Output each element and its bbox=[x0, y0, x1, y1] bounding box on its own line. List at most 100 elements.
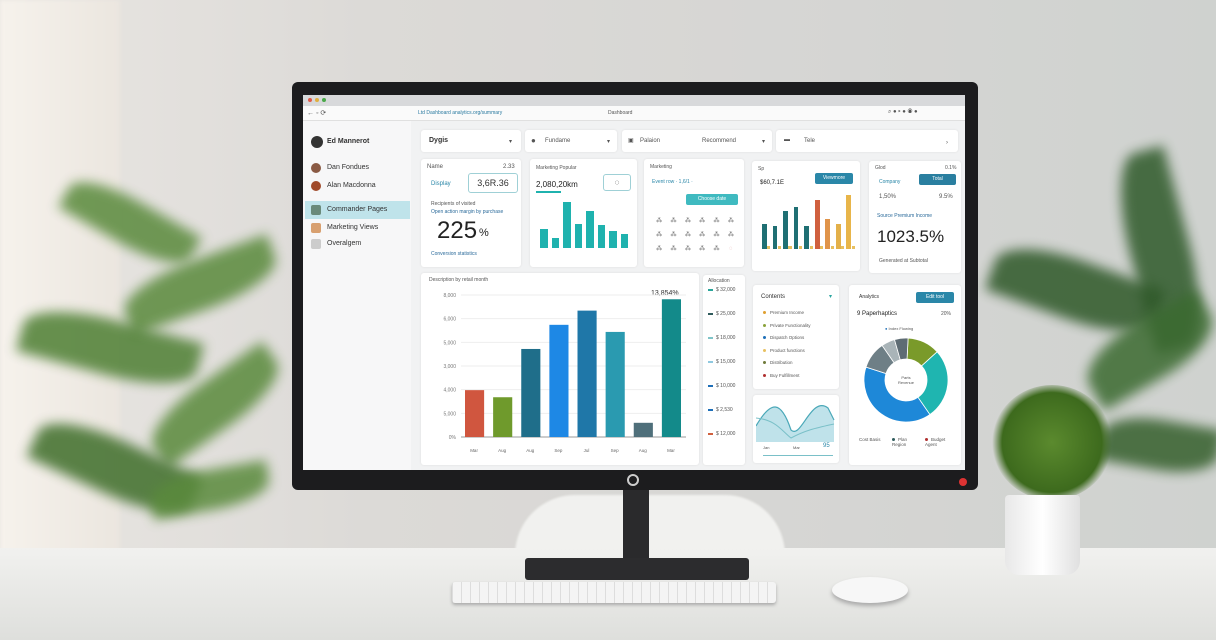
chevron-right-icon: › bbox=[946, 140, 948, 146]
donut-slice[interactable] bbox=[863, 366, 931, 423]
sidebar-item-3[interactable]: Marketing Views bbox=[305, 219, 410, 237]
contents-label: Distribution bbox=[770, 360, 793, 365]
y-tick-label: 6,000 bbox=[443, 317, 456, 323]
bar[interactable] bbox=[465, 390, 485, 437]
card-value: 2,080,20km bbox=[536, 180, 578, 189]
chevron-down-icon[interactable]: ▾ bbox=[829, 294, 833, 300]
contents-item[interactable]: Dispatch Options bbox=[763, 335, 804, 340]
calendar-day[interactable]: ⁂ bbox=[670, 232, 677, 238]
legend-dot-icon: ● bbox=[885, 326, 889, 331]
area-line-1 bbox=[756, 405, 835, 433]
calendar-day[interactable]: ⁂ bbox=[699, 246, 706, 252]
card-label: Display bbox=[431, 181, 451, 187]
calendar-day[interactable]: ⁂ bbox=[670, 218, 677, 224]
calendar-day[interactable]: ⁂ bbox=[656, 218, 663, 224]
card-title: Marketing Popular bbox=[536, 165, 577, 171]
calendar-day[interactable]: ⁂ bbox=[727, 218, 734, 224]
tab-label[interactable]: Dashboard bbox=[608, 110, 633, 116]
close-window-icon[interactable] bbox=[308, 98, 312, 102]
minimize-window-icon[interactable] bbox=[315, 98, 319, 102]
bar[interactable] bbox=[605, 331, 625, 437]
contents-card: Contents ▾ Premium Income Private Functio… bbox=[753, 285, 839, 389]
bar[interactable] bbox=[661, 299, 681, 437]
bar[interactable] bbox=[633, 422, 653, 437]
card-title: Marketing bbox=[650, 164, 672, 170]
mini-bar bbox=[574, 224, 582, 248]
kpi-bar-small bbox=[851, 246, 855, 249]
y-tick-label: 3,000 bbox=[443, 364, 456, 370]
contents-item[interactable]: Premium Income bbox=[763, 310, 804, 315]
search-icon[interactable]: ⌕ ● ▸ ● ◉ ● bbox=[888, 109, 918, 115]
power-indicator-icon[interactable] bbox=[959, 478, 967, 486]
legend-swatch bbox=[708, 408, 713, 411]
calendar-grid: ⁂ ⁂ ⁂ ⁂ ⁂ ⁂ ⁂ ⁂ ⁂ ⁂ ⁂ ⁂ ⁂ ⁂ ⁂ ⁂ ⁂ ◌ bbox=[652, 214, 738, 256]
metric-value-1: 1,50% bbox=[879, 194, 897, 200]
calendar-day[interactable]: ⁂ bbox=[699, 218, 706, 224]
legend-top: ● Index Flowing bbox=[885, 326, 913, 331]
monitor-base bbox=[525, 558, 749, 580]
filter-dropdown-2[interactable]: ● Fundame ▾ bbox=[525, 130, 617, 152]
donut-slice[interactable] bbox=[894, 337, 909, 361]
calendar-day[interactable]: ⁂ bbox=[713, 246, 720, 252]
calendar-day[interactable]: ⁂ bbox=[699, 232, 706, 238]
maximize-window-icon[interactable] bbox=[322, 98, 326, 102]
bullet-icon bbox=[763, 361, 766, 365]
address-bar-row: ← ◦ ⟳ Ltd Dashboard analytics.org/summar… bbox=[303, 106, 965, 121]
bar[interactable] bbox=[493, 397, 513, 437]
filter-dropdown-3[interactable]: ▣ Palaion Recommend ▾ bbox=[622, 130, 772, 152]
total-button[interactable]: Total bbox=[919, 174, 956, 185]
sidebar-user[interactable]: Ed Mannerot bbox=[305, 133, 410, 151]
plant-pot bbox=[1005, 495, 1080, 575]
card-title: Sp bbox=[758, 166, 765, 172]
back-icon[interactable]: ← ◦ ⟳ bbox=[307, 110, 327, 117]
kpi-bars-card: Sp $60,7.1E Viewmore bbox=[752, 161, 860, 271]
bar[interactable] bbox=[521, 348, 541, 437]
legend-item: $ 2,530 bbox=[708, 407, 733, 413]
calendar-day[interactable]: ⁂ bbox=[670, 246, 677, 252]
refresh-button[interactable]: ◌ bbox=[603, 174, 631, 191]
filter-dropdown-4[interactable]: ▬ Tele › bbox=[776, 130, 958, 152]
sidebar-item-2[interactable]: Commander Pages bbox=[305, 201, 410, 219]
legend-item: $ 15,000 bbox=[708, 359, 735, 365]
view-more-button[interactable]: Viewmore bbox=[815, 173, 853, 184]
contents-label: Product functions bbox=[770, 347, 805, 353]
legend-swatch bbox=[708, 360, 713, 363]
choose-date-button[interactable]: Choose date bbox=[686, 194, 738, 205]
filter-dropdown-1[interactable]: Dygis ▾ bbox=[421, 130, 521, 152]
calendar-day[interactable]: ⁂ bbox=[713, 232, 720, 238]
card-subtitle: Recipients of visited bbox=[431, 201, 476, 207]
keyboard[interactable] bbox=[452, 582, 776, 603]
sidebar-item-0[interactable]: Dan Fondues bbox=[305, 159, 410, 177]
calendar-day[interactable]: ⁂ bbox=[727, 232, 734, 238]
chevron-down-icon: ▾ bbox=[607, 139, 611, 145]
sidebar-item-4[interactable]: Overalgem bbox=[305, 235, 410, 253]
calendar-day[interactable]: ⁂ bbox=[656, 246, 663, 252]
mouse[interactable] bbox=[832, 577, 908, 603]
sidebar-item-1[interactable]: Alan Macdonna bbox=[305, 177, 410, 195]
legend-label: $ 32,000 bbox=[716, 287, 736, 293]
calendar-day[interactable]: ⁂ bbox=[684, 232, 691, 238]
url-field[interactable]: Ltd Dashboard analytics.org/summary bbox=[418, 110, 503, 116]
mini-bar bbox=[609, 231, 617, 248]
sidebar-item-label: Overalgem bbox=[327, 240, 362, 247]
bar[interactable] bbox=[577, 310, 597, 437]
bar[interactable] bbox=[549, 324, 569, 437]
legend-item: $ 32,000 bbox=[708, 287, 735, 293]
filter-label: Palaion bbox=[640, 138, 661, 144]
legend-swatch bbox=[708, 288, 713, 291]
x-tick-label: Jul bbox=[584, 448, 590, 453]
underline bbox=[536, 191, 561, 193]
edit-tool-button[interactable]: Edit tool bbox=[916, 292, 954, 303]
calendar-day[interactable]: ⁂ bbox=[684, 218, 691, 224]
calendar-day[interactable]: ⁂ bbox=[684, 246, 691, 252]
contents-item[interactable]: Product functions bbox=[763, 348, 805, 353]
contents-item[interactable]: Private Functionality bbox=[763, 323, 811, 328]
contents-item[interactable]: Buy Fulfillment bbox=[763, 373, 800, 378]
calendar-day[interactable]: ◌ bbox=[729, 246, 733, 252]
contents-item[interactable]: Distribution bbox=[763, 360, 793, 365]
sidebar-item-label: Alan Macdonna bbox=[327, 182, 376, 189]
legend-item: $ 10,000 bbox=[708, 383, 735, 389]
legend-item: $ 18,000 bbox=[708, 335, 735, 341]
calendar-day[interactable]: ⁂ bbox=[713, 218, 720, 224]
calendar-day[interactable]: ⁂ bbox=[656, 232, 663, 238]
